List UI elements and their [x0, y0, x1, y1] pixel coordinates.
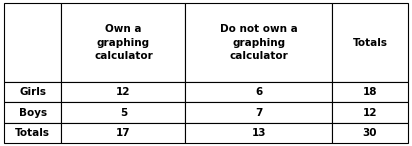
Text: 30: 30 — [363, 128, 377, 138]
Bar — [185, 3, 332, 82]
Text: Own a
graphing
calculator: Own a graphing calculator — [94, 24, 153, 61]
Bar — [332, 123, 408, 143]
Bar — [61, 102, 185, 123]
Bar — [4, 123, 61, 143]
Bar — [61, 123, 185, 143]
Bar — [185, 102, 332, 123]
Text: Do not own a
graphing
calculator: Do not own a graphing calculator — [220, 24, 297, 61]
Bar — [4, 3, 61, 82]
Bar — [332, 82, 408, 102]
Text: Totals: Totals — [353, 38, 388, 47]
Text: 12: 12 — [363, 108, 377, 118]
Bar — [332, 102, 408, 123]
Text: 12: 12 — [116, 87, 131, 97]
Text: 7: 7 — [255, 108, 262, 118]
Text: Totals: Totals — [15, 128, 50, 138]
Bar — [4, 102, 61, 123]
Bar — [4, 82, 61, 102]
Bar — [61, 82, 185, 102]
Text: Boys: Boys — [19, 108, 47, 118]
Bar — [61, 3, 185, 82]
Bar — [185, 82, 332, 102]
Bar — [332, 3, 408, 82]
Text: 17: 17 — [116, 128, 131, 138]
Text: 18: 18 — [363, 87, 377, 97]
Text: 5: 5 — [120, 108, 127, 118]
Text: Girls: Girls — [19, 87, 46, 97]
Text: 6: 6 — [255, 87, 262, 97]
Text: 13: 13 — [251, 128, 266, 138]
Bar — [185, 123, 332, 143]
